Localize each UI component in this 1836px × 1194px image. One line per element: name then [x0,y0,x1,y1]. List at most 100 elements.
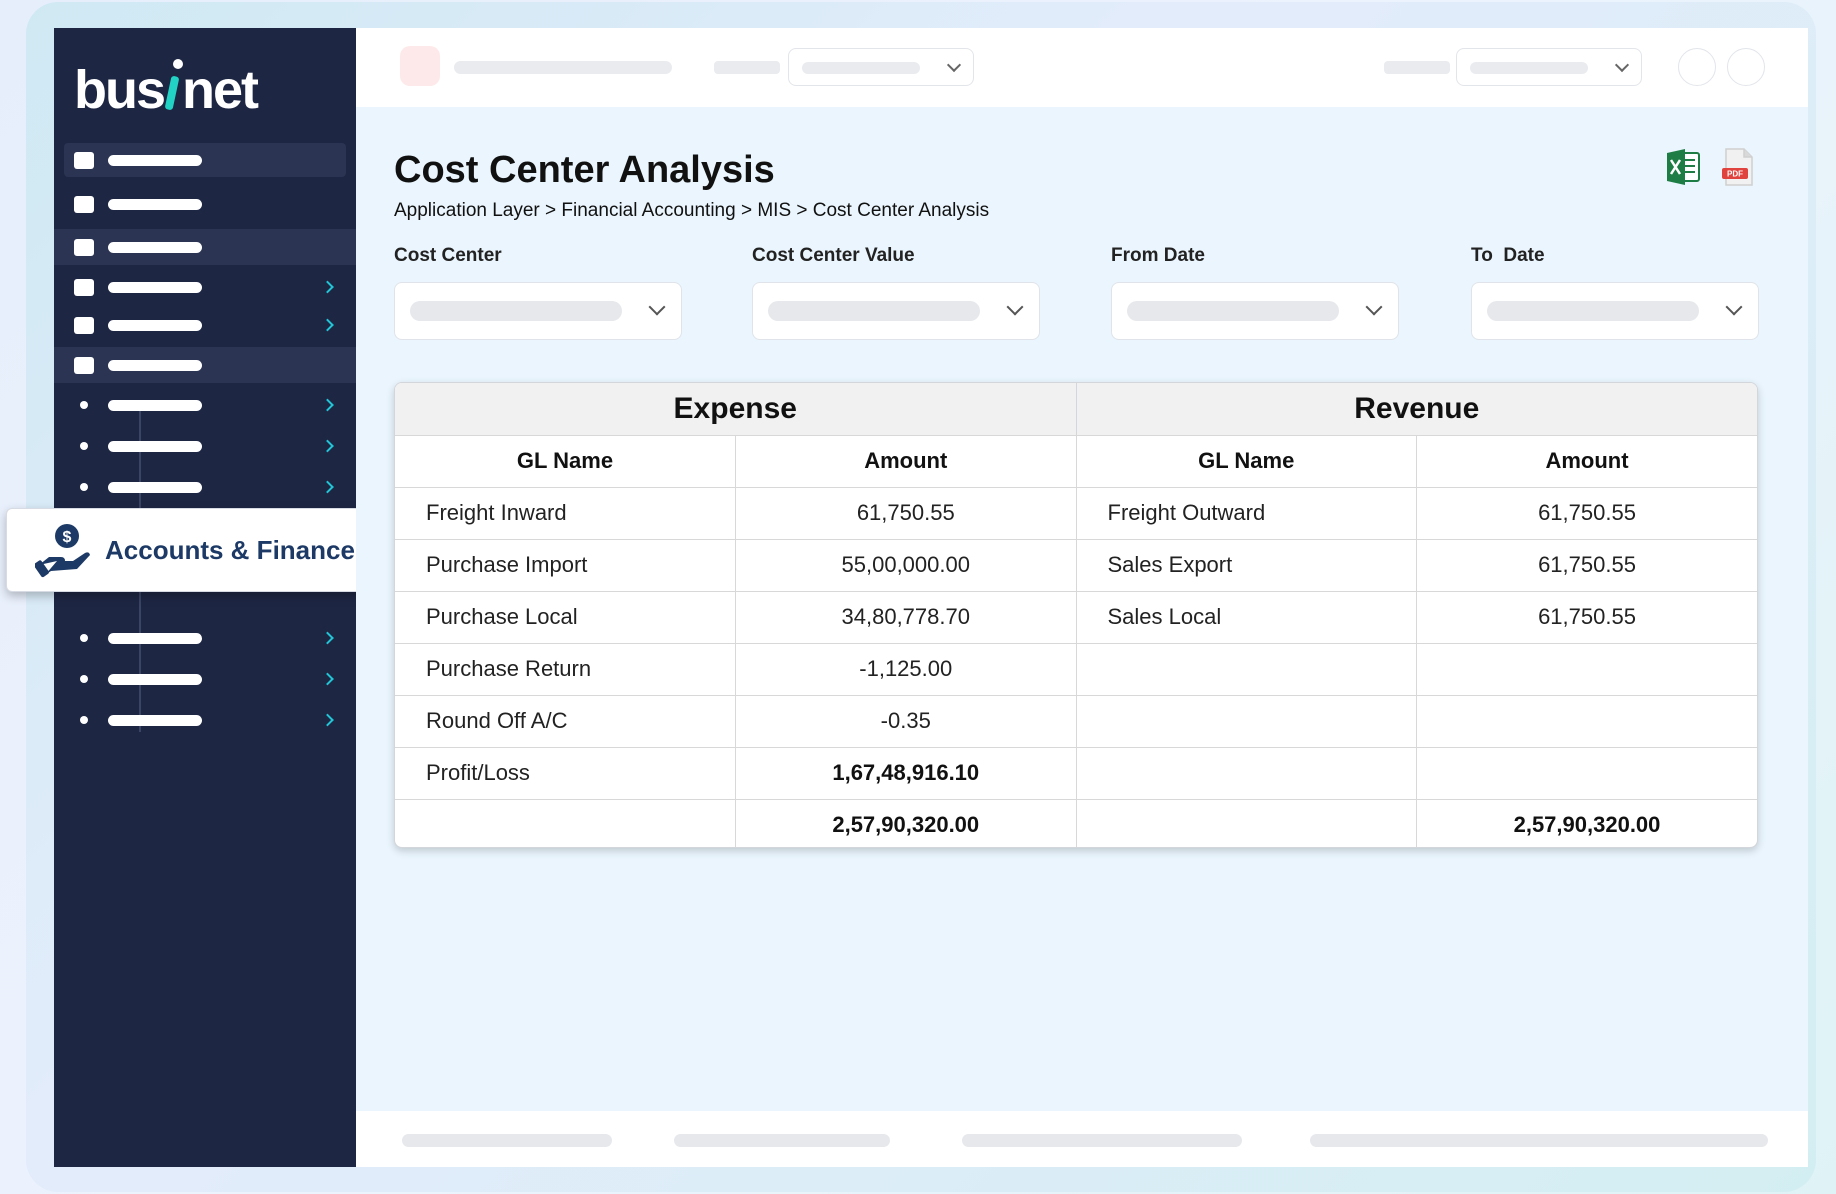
menu-label-placeholder [108,154,202,166]
table-row: Freight Inward 61,750.55 Freight Outward… [395,487,1757,540]
dropdown-placeholder[interactable] [1456,48,1642,86]
pdf-icon-text: PDF [1727,170,1743,179]
totals-row: 2,57,90,320.00 2,57,90,320.00 [395,799,1757,847]
expense-amount: 61,750.55 [735,487,1077,540]
expense-gl-name: Purchase Local [395,591,736,644]
submenu-item-1[interactable] [64,388,346,422]
sidebar-item-2[interactable] [64,187,346,221]
submenu-item-6[interactable] [64,703,346,737]
revenue-total: 2,57,90,320.00 [1513,812,1661,838]
select-value-placeholder [768,301,980,321]
revenue-header: Revenue [1076,383,1757,436]
table-row: Profit/Loss 1,67,48,916.10 [395,747,1757,800]
submenu-item-5[interactable] [64,662,346,696]
sidebar-item-3[interactable] [54,229,356,265]
submenu-item-2[interactable] [64,429,346,463]
menu-label-placeholder [108,632,202,644]
expense-gl-name: Profit/Loss [395,747,736,800]
menu-label-placeholder [108,673,202,685]
label-placeholder [714,61,780,74]
chevron-right-icon [321,672,334,686]
menu-label-placeholder [108,714,202,726]
main-content: Cost Center Analysis Application Layer >… [356,107,1808,1111]
breadcrumb: Application Layer > Financial Accounting… [394,200,990,221]
table-row: Purchase Local 34,80,778.70 Sales Local … [395,591,1757,644]
expense-total: 2,57,90,320.00 [735,799,1077,847]
expense-amount: 34,80,778.70 [735,591,1077,644]
revenue-amount: 61,750.55 [1416,539,1757,592]
menu-label-placeholder [108,359,202,371]
bullet-icon [80,442,88,450]
cost-center-value-label: Cost Center Value [752,245,915,266]
chevron-right-icon [321,398,334,412]
bullet-icon [80,634,88,642]
excel-icon[interactable] [1665,147,1701,187]
revenue-amount: 61,750.55 [1416,487,1757,540]
menu-square-icon [74,238,94,256]
revenue-gl-name [1076,643,1417,696]
profit-loss-amount: 1,67,48,916.10 [735,747,1077,800]
from-date-label: From Date [1111,245,1205,266]
app-icon-placeholder [400,46,440,86]
expense-gl-name: Freight Inward [395,487,736,540]
expense-gl-name: Purchase Import [395,539,736,592]
to-date-label: To Date [1471,245,1545,266]
hand-dollar-icon: $ [35,524,90,578]
expense-gl-name-header: GL Name [395,435,736,488]
expense-gl-name: Purchase Return [395,643,736,696]
chevron-down-icon [1365,298,1383,316]
sidebar-item-1[interactable] [64,143,346,177]
chevron-right-icon [321,713,334,727]
select-value-placeholder [1487,301,1699,321]
logo-wordmark: bus net [74,59,261,120]
from-date-select[interactable] [1111,282,1399,340]
pdf-icon[interactable]: PDF [1720,147,1756,187]
bullet-icon [80,675,88,683]
menu-label-placeholder [108,319,202,331]
footer-placeholder [402,1134,612,1147]
menu-square-icon [74,316,94,334]
footer-bar [356,1111,1808,1167]
expense-amount: -1,125.00 [735,643,1077,696]
select-value-placeholder [1127,301,1339,321]
cost-center-value-select[interactable] [752,282,1040,340]
footer-placeholder [674,1134,890,1147]
menu-square-icon [74,278,94,296]
sidebar: bus net [54,28,356,1167]
notification-button[interactable] [1678,48,1716,86]
menu-square-icon [74,356,94,374]
menu-square-icon [74,151,94,169]
menu-square-icon [74,195,94,213]
menu-label-placeholder [108,481,202,493]
sidebar-item-6[interactable] [54,347,356,383]
svg-text:$: $ [63,529,72,546]
profile-button[interactable] [1727,48,1765,86]
submenu-item-3[interactable] [64,470,346,504]
revenue-gl-name: Sales Local [1076,591,1417,644]
top-bar [356,28,1808,107]
chevron-right-icon [321,631,334,645]
chevron-right-icon [321,318,334,332]
revenue-amount [1416,695,1757,748]
cost-center-select[interactable] [394,282,682,340]
bullet-icon [80,401,88,409]
dropdown-placeholder[interactable] [788,48,974,86]
to-date-select[interactable] [1471,282,1759,340]
revenue-amount [1416,643,1757,696]
submenu-item-4[interactable] [64,621,346,655]
svg-text:bus: bus [74,60,164,120]
chevron-down-icon [648,298,666,316]
expense-amount: -0.35 [735,695,1077,748]
select-value-placeholder [410,301,622,321]
page-title: Cost Center Analysis [394,149,775,191]
businet-logo: bus net [74,50,274,120]
title-placeholder [454,61,672,74]
accounts-finance-menu-card[interactable]: $ Accounts & Finance [6,508,373,592]
revenue-gl-name: Sales Export [1076,539,1417,592]
sidebar-item-4[interactable] [64,270,346,304]
table-row: Purchase Import 55,00,000.00 Sales Expor… [395,539,1757,592]
expense-gl-name: Round Off A/C [395,695,736,748]
sidebar-item-5[interactable] [64,308,346,342]
chevron-down-icon [1006,298,1024,316]
revenue-total-label-cell [1076,799,1417,847]
